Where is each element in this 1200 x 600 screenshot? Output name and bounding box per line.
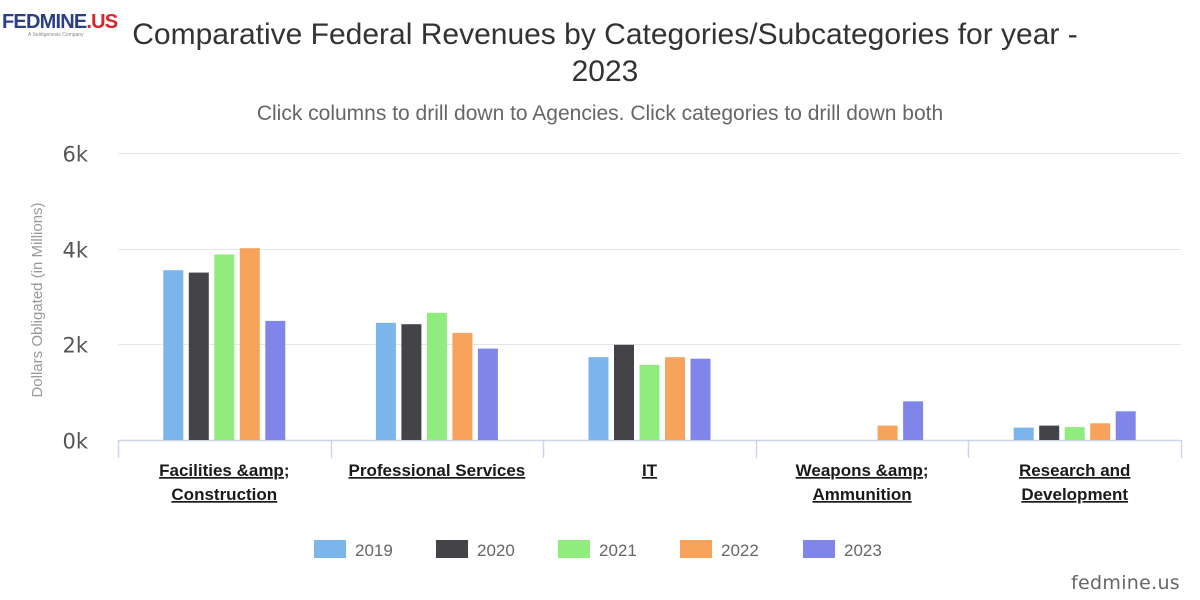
bar-2020-4[interactable] xyxy=(1039,425,1060,440)
bar-2019-1[interactable] xyxy=(375,322,396,440)
bar-2019-0[interactable] xyxy=(163,270,184,440)
bar-2020-0[interactable] xyxy=(188,272,209,440)
bar-2020-2[interactable] xyxy=(614,344,634,440)
bar-2022-2[interactable] xyxy=(665,357,685,440)
y-tick-label: 4k xyxy=(62,239,88,263)
legend-swatch-2019[interactable] xyxy=(314,540,346,558)
bar-2021-1[interactable] xyxy=(426,312,447,440)
bar-2019-4[interactable] xyxy=(1013,427,1034,440)
legend-swatch-2021[interactable] xyxy=(558,540,590,558)
fedmine-logo: FEDMINE.US A Seidigenesis Company xyxy=(2,11,118,38)
y-tick-label: 6k xyxy=(62,143,88,167)
x-category-label[interactable]: Construction xyxy=(171,485,277,504)
chart-title: Comparative Federal Revenues by Categori… xyxy=(132,18,1078,88)
y-axis-title: Dollars Obligated (in Millions) xyxy=(29,202,46,397)
logo-wordmark: FEDMINE.US xyxy=(2,11,118,33)
chart-subtitle: Click columns to drill down to Agencies.… xyxy=(256,102,944,125)
y-tick-label: 2k xyxy=(62,334,88,358)
x-category-label[interactable]: Research and xyxy=(1019,461,1131,480)
bar-2022-3[interactable] xyxy=(877,425,898,440)
legend-swatch-2023[interactable] xyxy=(803,540,835,558)
bar-2019-2[interactable] xyxy=(588,357,609,440)
legend-label-2023[interactable]: 2023 xyxy=(844,541,882,560)
bar-2023-1[interactable] xyxy=(477,348,498,440)
bar-2023-3[interactable] xyxy=(903,401,924,440)
bar-2021-4[interactable] xyxy=(1064,427,1085,440)
bar-2023-4[interactable] xyxy=(1115,411,1136,440)
bar-2023-2[interactable] xyxy=(690,358,711,440)
legend-label-2022[interactable]: 2022 xyxy=(721,541,759,560)
bar-2022-4[interactable] xyxy=(1090,423,1111,440)
bar-2020-1[interactable] xyxy=(401,324,422,440)
bar-2021-2[interactable] xyxy=(639,364,660,440)
legend-label-2020[interactable]: 2020 xyxy=(477,541,515,560)
legend-label-2019[interactable]: 2019 xyxy=(355,541,393,560)
x-category-label[interactable]: Weapons &amp; xyxy=(796,461,929,480)
watermark: fedmine.us xyxy=(1071,572,1180,594)
bar-2022-1[interactable] xyxy=(452,332,473,440)
bar-2021-0[interactable] xyxy=(214,254,235,440)
x-category-label[interactable]: IT xyxy=(642,461,658,480)
legend-swatch-2022[interactable] xyxy=(680,540,712,558)
x-category-label[interactable]: Professional Services xyxy=(349,461,526,480)
bar-2022-0[interactable] xyxy=(239,248,260,440)
legend-label-2021[interactable]: 2021 xyxy=(599,541,637,560)
x-category-label[interactable]: Development xyxy=(1021,485,1128,504)
x-category-label[interactable]: Facilities &amp; xyxy=(159,461,289,480)
x-category-label[interactable]: Ammunition xyxy=(813,485,912,504)
legend-swatch-2020[interactable] xyxy=(436,540,468,558)
y-tick-label: 0k xyxy=(62,430,88,454)
bar-2023-0[interactable] xyxy=(265,320,286,440)
logo-tagline: A Seidigenesis Company xyxy=(28,32,84,38)
